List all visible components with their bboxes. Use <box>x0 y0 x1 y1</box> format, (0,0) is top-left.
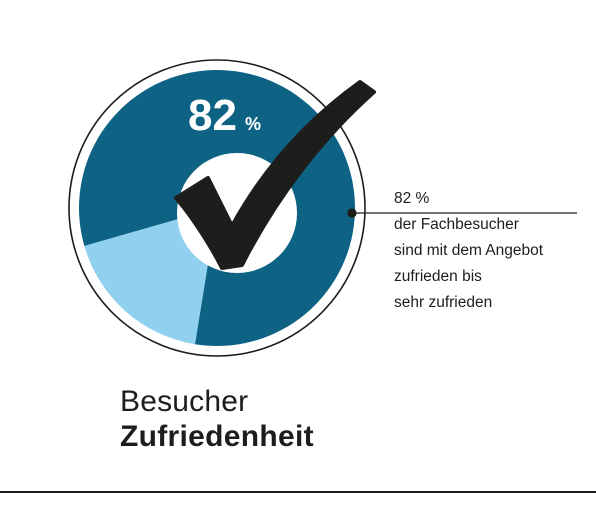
chart-title: Besucher Zufriedenheit <box>120 384 314 454</box>
annotation-line-1: der Fachbesucher <box>394 216 519 233</box>
pie-slice-other <box>84 208 217 345</box>
center-value-label: 82% <box>188 91 261 140</box>
bottom-divider <box>0 491 596 493</box>
annotation-line-3: zufrieden bis <box>394 268 482 285</box>
title-line-1: Besucher <box>120 385 249 418</box>
annotation-line-2: sind mit dem Angebot <box>394 242 544 259</box>
annotation-dot <box>347 208 357 218</box>
center-value: 82 <box>188 91 237 140</box>
center-unit: % <box>245 114 261 134</box>
checkmark-icon <box>174 80 376 270</box>
annotation-line-4: sehr zufrieden <box>394 294 493 311</box>
title-line-2: Zufriedenheit <box>120 420 314 453</box>
outer-ring <box>68 59 366 357</box>
annotation-text: 82 % der Fachbesucher sind mit dem Angeb… <box>394 186 584 316</box>
annotation-value: 82 % <box>394 190 430 207</box>
